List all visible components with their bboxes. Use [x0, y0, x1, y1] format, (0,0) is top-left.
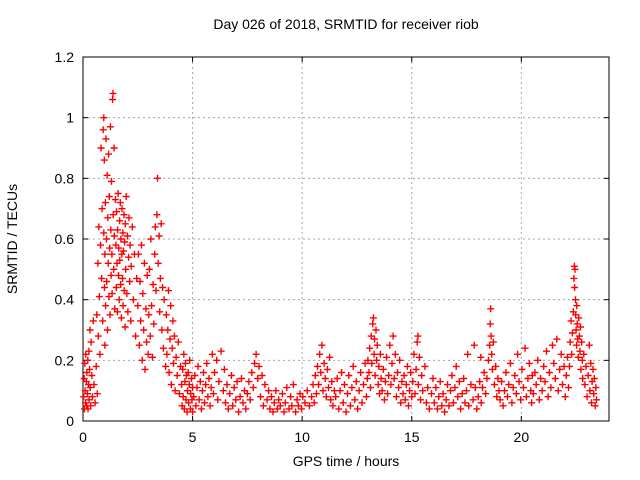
y-tick-label: 0.4	[55, 292, 75, 308]
y-tick-label: 0.6	[55, 231, 75, 247]
tick-marks	[82, 56, 609, 422]
x-axis-label: GPS time / hours	[293, 453, 400, 469]
scatter-series	[80, 89, 600, 416]
x-tick-label: 15	[404, 429, 420, 445]
y-tick-labels: 0 0.2 0.4 0.6 0.8 1 1.2	[55, 49, 75, 429]
grid-lines	[83, 57, 609, 421]
y-tick-label: 0.8	[55, 170, 75, 186]
data-points	[80, 89, 600, 416]
x-tick-label: 0	[79, 429, 87, 445]
x-tick-label: 5	[189, 429, 197, 445]
y-tick-label: 0	[66, 413, 74, 429]
x-tick-label: 10	[294, 429, 310, 445]
y-tick-label: 1	[66, 110, 74, 126]
y-tick-label: 0.2	[55, 352, 75, 368]
y-tick-label: 1.2	[55, 49, 75, 65]
x-tick-labels: 0 5 10 15 20	[79, 429, 529, 445]
y-axis-label: SRMTID / TECUs	[4, 184, 20, 294]
chart-title: Day 026 of 2018, SRMTID for receiver rio…	[213, 16, 479, 32]
x-tick-label: 20	[514, 429, 530, 445]
